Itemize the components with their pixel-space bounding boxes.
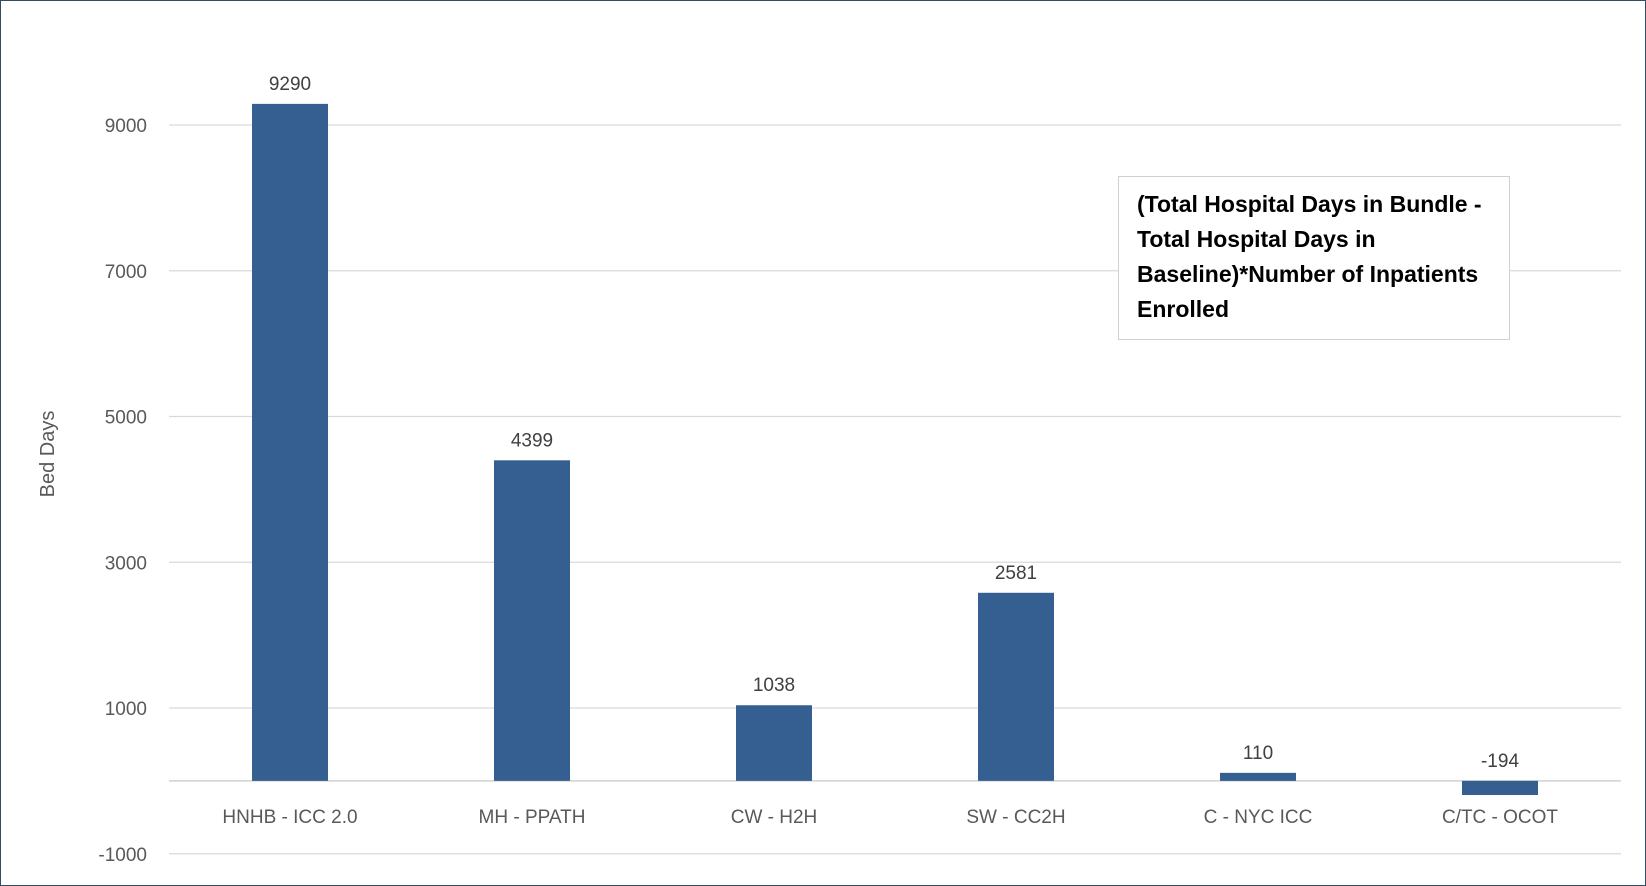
- category-label: CW - H2H: [731, 807, 818, 828]
- data-label: 9290: [269, 74, 311, 95]
- category-label: C - NYC ICC: [1204, 807, 1313, 828]
- bar-6: [1462, 780, 1538, 796]
- bar-5: [1220, 772, 1296, 781]
- formula-annotation: (Total Hospital Days in Bundle - Total H…: [1118, 176, 1510, 340]
- y-axis-title: Bed Days: [37, 411, 59, 498]
- labels: -1000 1000 3000 5000 7000 9000 9290 HNHB - ICC …: [98, 74, 1558, 866]
- data-label: -194: [1481, 751, 1519, 772]
- data-label: 4399: [511, 430, 553, 451]
- data-label: 1038: [753, 675, 795, 696]
- gridlines: [169, 124, 1621, 855]
- y-tick-label: 9000: [105, 116, 147, 137]
- y-tick-label: 7000: [105, 262, 147, 283]
- bar-4: [978, 592, 1054, 781]
- bars: [252, 103, 1538, 796]
- y-tick-label: -1000: [98, 845, 147, 866]
- category-label: HNHB - ICC 2.0: [222, 807, 357, 828]
- y-tick-label: 5000: [105, 408, 147, 429]
- y-tick-label: 3000: [105, 553, 147, 574]
- data-label: 2581: [995, 563, 1037, 584]
- category-label: SW - CC2H: [966, 807, 1065, 828]
- bar-1: [252, 103, 328, 781]
- bar-3: [736, 705, 812, 781]
- bar-2: [494, 460, 570, 781]
- category-label: C/TC - OCOT: [1442, 807, 1558, 828]
- data-label: 110: [1243, 743, 1273, 764]
- category-label: MH - PPATH: [479, 807, 586, 828]
- y-tick-label: 1000: [105, 699, 147, 720]
